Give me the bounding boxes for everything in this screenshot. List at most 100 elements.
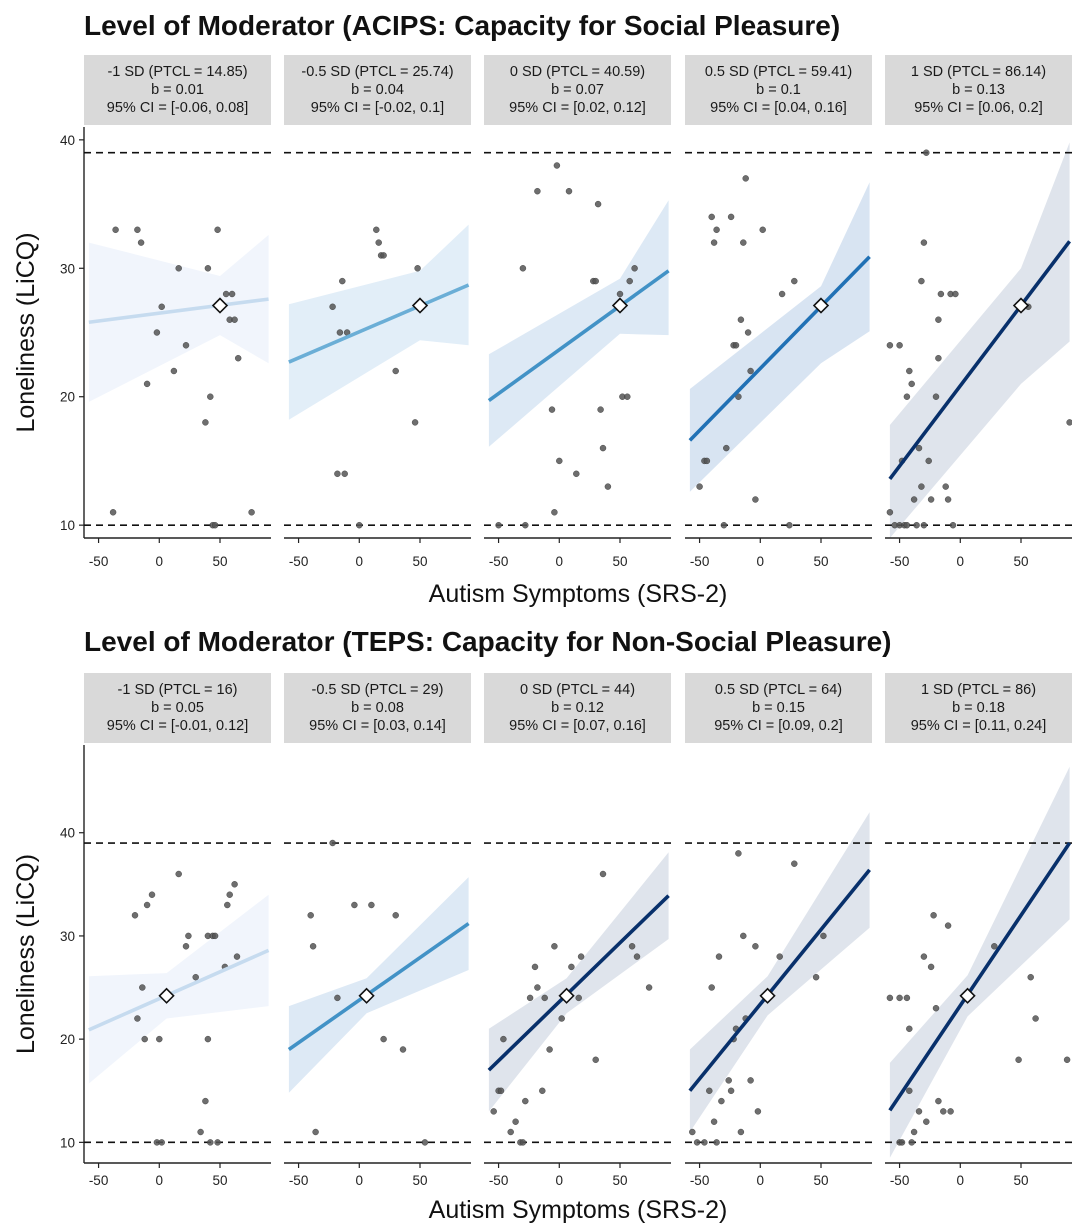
data-point <box>740 932 747 940</box>
data-point <box>143 380 151 388</box>
x-axis-title: Autism Symptoms (SRS-2) <box>429 1196 728 1224</box>
data-point <box>725 1077 732 1084</box>
data-point <box>112 226 119 234</box>
data-point <box>158 303 165 310</box>
facet-strip <box>84 673 271 743</box>
facet-strip <box>284 673 471 743</box>
x-tick-label: 50 <box>813 1173 828 1188</box>
data-point <box>500 1035 507 1043</box>
facet-label: -0.5 SD (PTCL = 25.74) <box>301 64 453 80</box>
data-point <box>752 943 759 950</box>
data-point <box>204 1035 212 1043</box>
x-tick-label: 0 <box>957 1173 965 1188</box>
x-tick-label: 0 <box>556 1173 564 1188</box>
data-point <box>534 187 541 195</box>
confidence-band <box>88 234 269 402</box>
data-point <box>747 1077 754 1084</box>
chart-title: Level of Moderator (TEPS: Capacity for N… <box>84 626 892 657</box>
data-point <box>202 1097 209 1105</box>
data-point <box>791 860 798 867</box>
facet-slope-label: b = 0.01 <box>151 82 204 98</box>
regression-line <box>888 842 1072 1112</box>
data-point <box>531 963 539 971</box>
data-point <box>903 393 911 400</box>
data-point <box>182 943 190 950</box>
data-point <box>392 367 399 375</box>
x-axis-title: Autism Symptoms (SRS-2) <box>429 580 728 608</box>
data-point <box>935 1097 942 1105</box>
data-point <box>248 509 255 516</box>
regression-line <box>287 922 470 1051</box>
facet-label: 0.5 SD (PTCL = 59.41) <box>705 64 852 80</box>
confidence-band <box>689 812 870 1132</box>
data-point <box>944 496 952 503</box>
mean-marker <box>1012 297 1030 314</box>
regression-line <box>288 283 470 364</box>
facet-slope-label: b = 0.13 <box>952 82 1005 98</box>
data-point <box>710 1118 718 1125</box>
data-point <box>952 290 959 298</box>
facet-label: -0.5 SD (PTCL = 29) <box>311 682 443 698</box>
data-point <box>628 943 636 950</box>
facet-slope-label: b = 0.12 <box>551 700 604 716</box>
data-point <box>175 265 182 272</box>
data-point <box>512 1118 519 1125</box>
data-point <box>604 483 612 490</box>
y-tick-label: 30 <box>60 261 75 276</box>
facet-ci-label: 95% CI = [0.07, 0.16] <box>509 718 646 734</box>
data-point <box>930 912 937 919</box>
data-point <box>211 932 219 940</box>
data-point <box>234 355 242 362</box>
data-point <box>624 393 631 400</box>
data-point <box>896 342 903 349</box>
data-point <box>886 509 894 516</box>
data-point <box>592 1056 599 1064</box>
data-point <box>786 522 793 529</box>
x-tick-label: 50 <box>612 554 627 569</box>
x-tick-label: 0 <box>556 554 564 569</box>
data-point <box>949 522 957 529</box>
facet-label: 0.5 SD (PTCL = 64) <box>715 682 842 698</box>
data-point <box>898 1139 906 1146</box>
data-point <box>373 226 380 234</box>
data-point <box>375 239 382 246</box>
data-point <box>713 1139 720 1146</box>
facet-strip <box>484 673 671 743</box>
data-point <box>754 1108 762 1115</box>
x-tick-label: -50 <box>690 554 710 569</box>
data-point <box>616 290 624 298</box>
data-point <box>696 483 703 490</box>
data-point <box>713 226 720 234</box>
regression-line <box>487 894 670 1072</box>
chart-title: Level of Moderator (ACIPS: Capacity for … <box>84 10 840 41</box>
data-point <box>539 1087 546 1095</box>
data-point <box>307 912 314 919</box>
data-point <box>927 496 935 503</box>
y-tick-label: 20 <box>60 1032 75 1047</box>
facet-ci-label: 95% CI = [-0.02, 0.1] <box>311 100 444 116</box>
y-tick-label: 40 <box>60 826 75 841</box>
x-tick-label: -50 <box>690 1173 710 1188</box>
x-tick-label: 50 <box>412 554 427 569</box>
facet-slope-label: b = 0.08 <box>351 700 404 716</box>
data-point <box>732 342 740 349</box>
data-point <box>735 393 742 400</box>
data-point <box>170 367 178 375</box>
data-point <box>380 1035 387 1043</box>
data-point <box>222 290 230 298</box>
facet-slope-label: b = 0.1 <box>756 82 801 98</box>
data-point <box>689 1128 696 1136</box>
facet-slope-label: b = 0.04 <box>351 82 404 98</box>
x-tick-label: 50 <box>1013 1173 1028 1188</box>
data-point <box>207 1139 214 1146</box>
facet-panel: 1 SD (PTCL = 86.14) b = 0.13 95% CI = [0.0… <box>885 55 1072 569</box>
data-point <box>141 1035 148 1043</box>
data-point <box>497 1087 505 1095</box>
x-tick-label: -50 <box>289 1173 309 1188</box>
data-point <box>910 496 918 503</box>
mean-marker <box>759 987 776 1004</box>
data-point <box>923 149 930 156</box>
facet-slope-label: b = 0.18 <box>952 700 1005 716</box>
data-point <box>720 522 728 529</box>
